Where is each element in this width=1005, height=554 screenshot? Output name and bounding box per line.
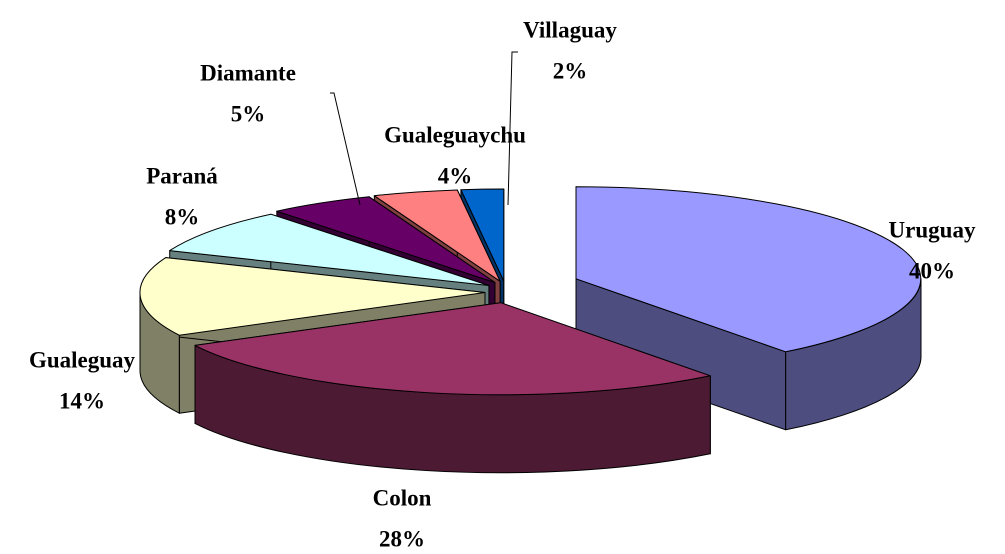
slice-value-label: 40%: [909, 258, 955, 283]
slice-value-label: 4%: [438, 163, 473, 188]
slice-label: Gualeguaychu: [384, 122, 526, 147]
slice-top: [276, 196, 496, 283]
slice-label: Villaguay: [523, 17, 617, 42]
slice-label: Uruguay: [889, 217, 976, 242]
slice-value-label: 28%: [379, 526, 425, 551]
slice-value-label: 8%: [165, 204, 200, 229]
slice-top: [460, 188, 505, 282]
slice-top: [575, 186, 922, 353]
slice: [575, 186, 922, 431]
leader-line: [330, 92, 361, 206]
slice-label: Gualeguay: [29, 347, 136, 372]
slice-label: Paraná: [146, 163, 218, 188]
pie: [139, 186, 922, 474]
slice-label: Colon: [373, 485, 432, 510]
slice: [194, 302, 711, 474]
labels: Uruguay 40% Colon 28% Gualeguay 14% Paraná 8% Di…: [29, 17, 976, 551]
slice-top: [139, 257, 486, 336]
slice-top: [373, 189, 501, 282]
slice-value-label: 2%: [553, 58, 588, 83]
leader-line: [507, 51, 518, 206]
slice-label: Diamante: [200, 60, 296, 85]
slice-value-label: 5%: [231, 101, 266, 126]
slice-top: [194, 302, 711, 396]
slice-top: [169, 213, 490, 286]
slice-value-label: 14%: [59, 388, 105, 413]
